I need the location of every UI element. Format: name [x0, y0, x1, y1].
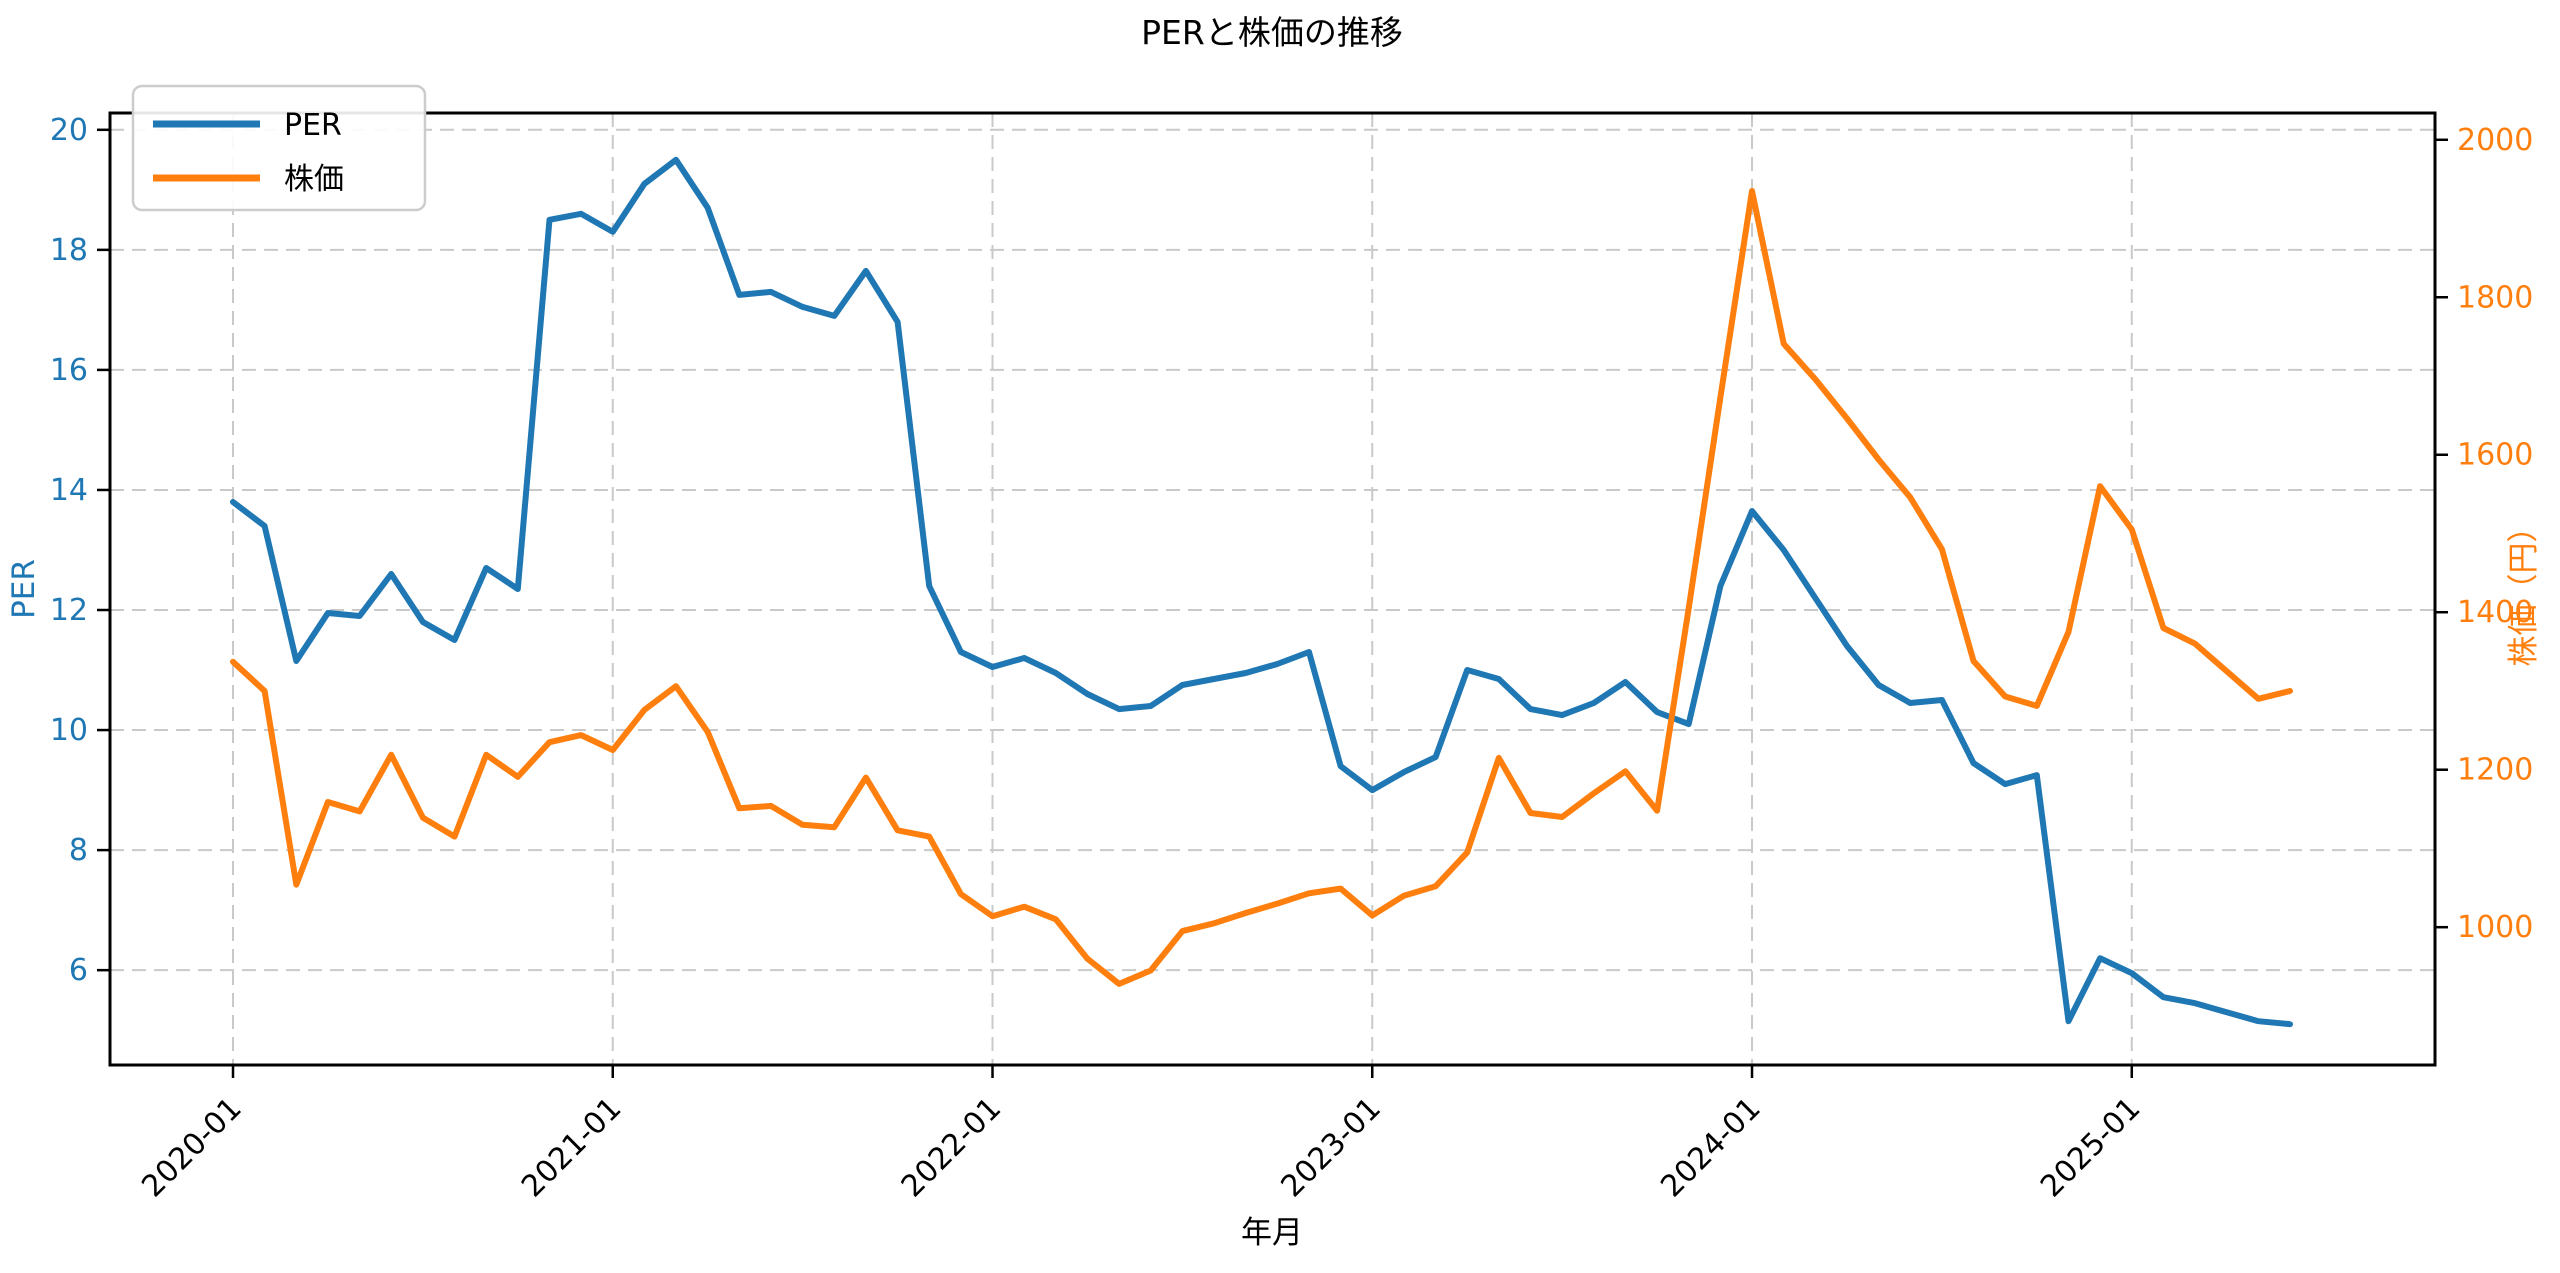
stock-price-line [230, 188, 2293, 987]
x-axis-label: 年月 [1241, 1215, 1303, 1251]
left-tick-label: 6 [69, 953, 88, 988]
legend-label-per: PER [284, 108, 342, 143]
right-tick-label: 1200 [2457, 753, 2533, 788]
right-tick-label: 1400 [2457, 595, 2533, 630]
y-axis-label-left: PER [6, 559, 42, 619]
x-tick-label: 2025-01 [2034, 1091, 2147, 1204]
right-tick-label: 2000 [2457, 123, 2533, 158]
right-tick-label: 1000 [2457, 910, 2533, 945]
left-tick-label: 12 [50, 593, 88, 628]
legend-box [131, 84, 427, 212]
per-line [230, 156, 2293, 1028]
right-tick-label: 1800 [2457, 280, 2533, 315]
legend: PER 株価 [131, 84, 427, 212]
left-tick-label: 18 [50, 233, 88, 268]
chart-title: PERと株価の推移 [1141, 13, 1403, 52]
left-tick-label: 14 [50, 473, 88, 508]
x-tick-label: 2022-01 [895, 1091, 1008, 1204]
left-tick-label: 10 [50, 713, 88, 748]
x-tick-label: 2024-01 [1654, 1091, 1767, 1204]
plot-area-border [108, 111, 2437, 1067]
x-tick-label: 2023-01 [1275, 1091, 1388, 1204]
x-tick-label: 2020-01 [135, 1091, 248, 1204]
x-tick-label: 2021-01 [515, 1091, 628, 1204]
right-tick-label: 1600 [2457, 438, 2533, 473]
left-tick-label: 20 [50, 113, 88, 148]
left-tick-label: 16 [50, 353, 88, 388]
y-axis-label-right: 株価（円） [2506, 512, 2542, 667]
legend-label-price: 株価 [284, 162, 344, 197]
left-tick-label: 8 [69, 833, 88, 868]
